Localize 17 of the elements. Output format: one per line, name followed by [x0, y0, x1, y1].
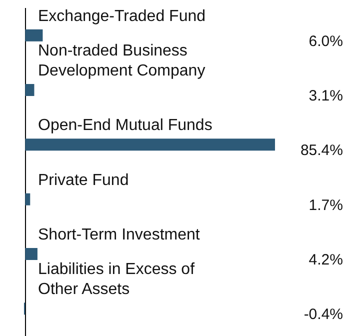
data-label: 6.0%	[308, 32, 343, 50]
data-label: 1.7%	[308, 196, 343, 214]
data-label: -0.4%	[304, 306, 343, 324]
data-label: 4.2%	[308, 252, 343, 268]
y-tick-label: Exchange-Traded Fund	[38, 8, 206, 25]
y-tick-label: Open-End Mutual Funds	[38, 117, 212, 134]
bar	[25, 138, 275, 151]
y-tick-label: Private Fund	[38, 172, 129, 189]
bar	[25, 248, 38, 260]
data-label: 85.4%	[300, 142, 343, 160]
bar	[25, 84, 34, 96]
y-tick-label: Liabilities in Excess of Other Assets	[38, 261, 199, 298]
data-label: 3.1%	[308, 88, 343, 104]
bar	[25, 29, 43, 42]
y-tick-label: Non-traded Business Development Company	[38, 42, 206, 80]
bar	[25, 193, 30, 206]
y-tick-label: Short-Term Investment	[38, 226, 200, 244]
